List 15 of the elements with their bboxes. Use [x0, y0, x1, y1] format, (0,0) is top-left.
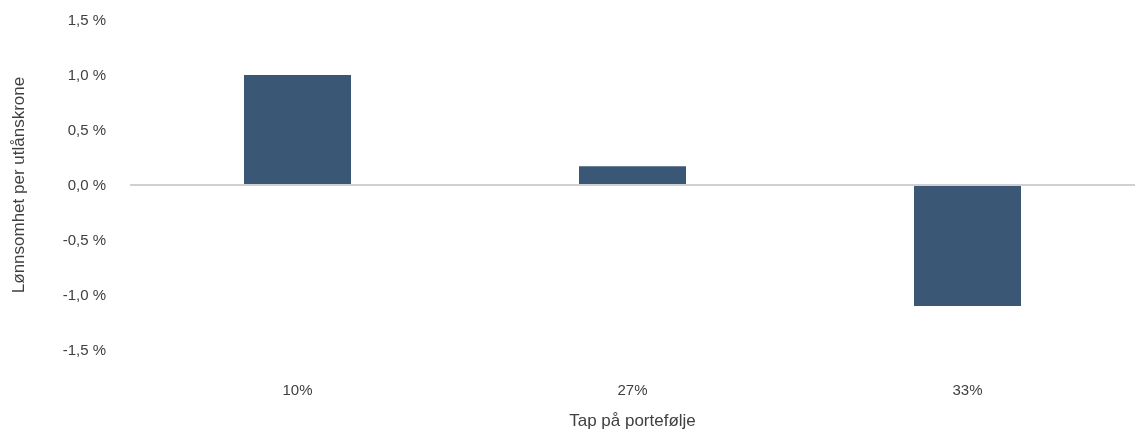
y-tick-label: -0,5 %	[62, 231, 106, 249]
y-tick-label: 1,5 %	[67, 11, 106, 29]
y-tick-label: 1,0 %	[67, 66, 106, 84]
bar	[244, 75, 351, 185]
x-tick-label: 33%	[952, 380, 983, 398]
y-axis-title: Lønnsomhet per utlånskrone	[9, 76, 29, 294]
x-tick-label: 10%	[282, 380, 313, 398]
bar	[914, 185, 1021, 306]
y-tick-label: 0,0 %	[67, 176, 106, 194]
y-tick-label: -1,0 %	[62, 286, 106, 304]
x-tick-label: 27%	[617, 380, 648, 398]
y-tick-label: 0,5 %	[67, 121, 106, 139]
x-axis-title: Tap på portefølje	[569, 411, 696, 430]
bar	[579, 166, 686, 185]
y-tick-label: -1,5 %	[62, 341, 106, 359]
